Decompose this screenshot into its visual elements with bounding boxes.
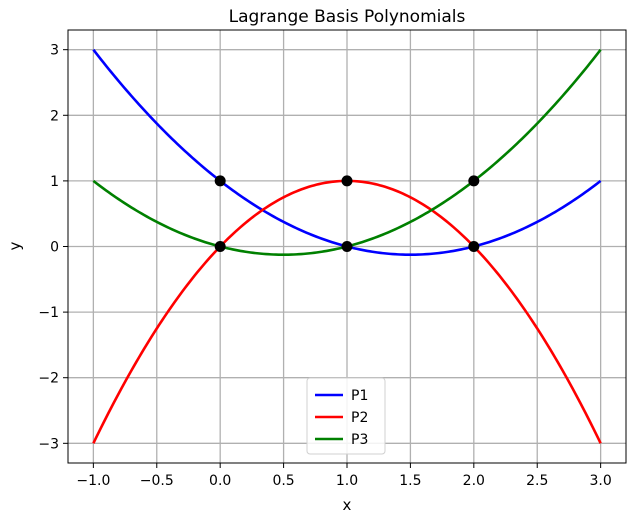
y-tick-label: 3 bbox=[50, 43, 59, 59]
x-axis-label: x bbox=[343, 496, 352, 514]
data-point-marker bbox=[214, 175, 226, 187]
y-axis-label: y bbox=[6, 241, 24, 250]
legend-label-p3: P3 bbox=[351, 432, 368, 448]
legend-label-p1: P1 bbox=[351, 388, 368, 404]
data-point-marker bbox=[468, 175, 480, 187]
data-point-marker bbox=[341, 175, 353, 187]
y-tick-label: 2 bbox=[50, 108, 59, 124]
data-point-marker bbox=[468, 241, 480, 252]
y-ticks: −3 −2 −1 0 1 2 3 bbox=[38, 43, 68, 452]
y-tick-label: −1 bbox=[38, 305, 59, 321]
chart-title: Lagrange Basis Polynomials bbox=[229, 7, 466, 27]
x-tick-label: 0.0 bbox=[209, 473, 231, 489]
x-tick-label: 2.0 bbox=[463, 473, 485, 489]
x-tick-label: −1.0 bbox=[76, 473, 110, 489]
legend-box bbox=[306, 377, 386, 455]
y-tick-label: −2 bbox=[38, 371, 59, 387]
data-point-marker bbox=[214, 241, 226, 252]
y-tick-label: −3 bbox=[38, 436, 59, 452]
marker-group bbox=[214, 175, 480, 252]
x-tick-label: 1.0 bbox=[336, 473, 358, 489]
x-ticks: −1.0 −0.5 0.0 0.5 1.0 1.5 2.0 2.5 3.0 bbox=[76, 463, 612, 489]
x-tick-label: 2.5 bbox=[526, 473, 548, 489]
x-tick-label: 1.5 bbox=[399, 473, 421, 489]
x-tick-label: 3.0 bbox=[590, 473, 612, 489]
legend: P1 P2 P3 bbox=[306, 377, 386, 455]
x-tick-label: −0.5 bbox=[140, 473, 174, 489]
y-tick-label: 1 bbox=[50, 174, 59, 190]
data-point-marker bbox=[341, 241, 353, 252]
y-tick-label: 0 bbox=[50, 240, 59, 256]
legend-label-p2: P2 bbox=[351, 410, 368, 426]
x-tick-label: 0.5 bbox=[272, 473, 294, 489]
